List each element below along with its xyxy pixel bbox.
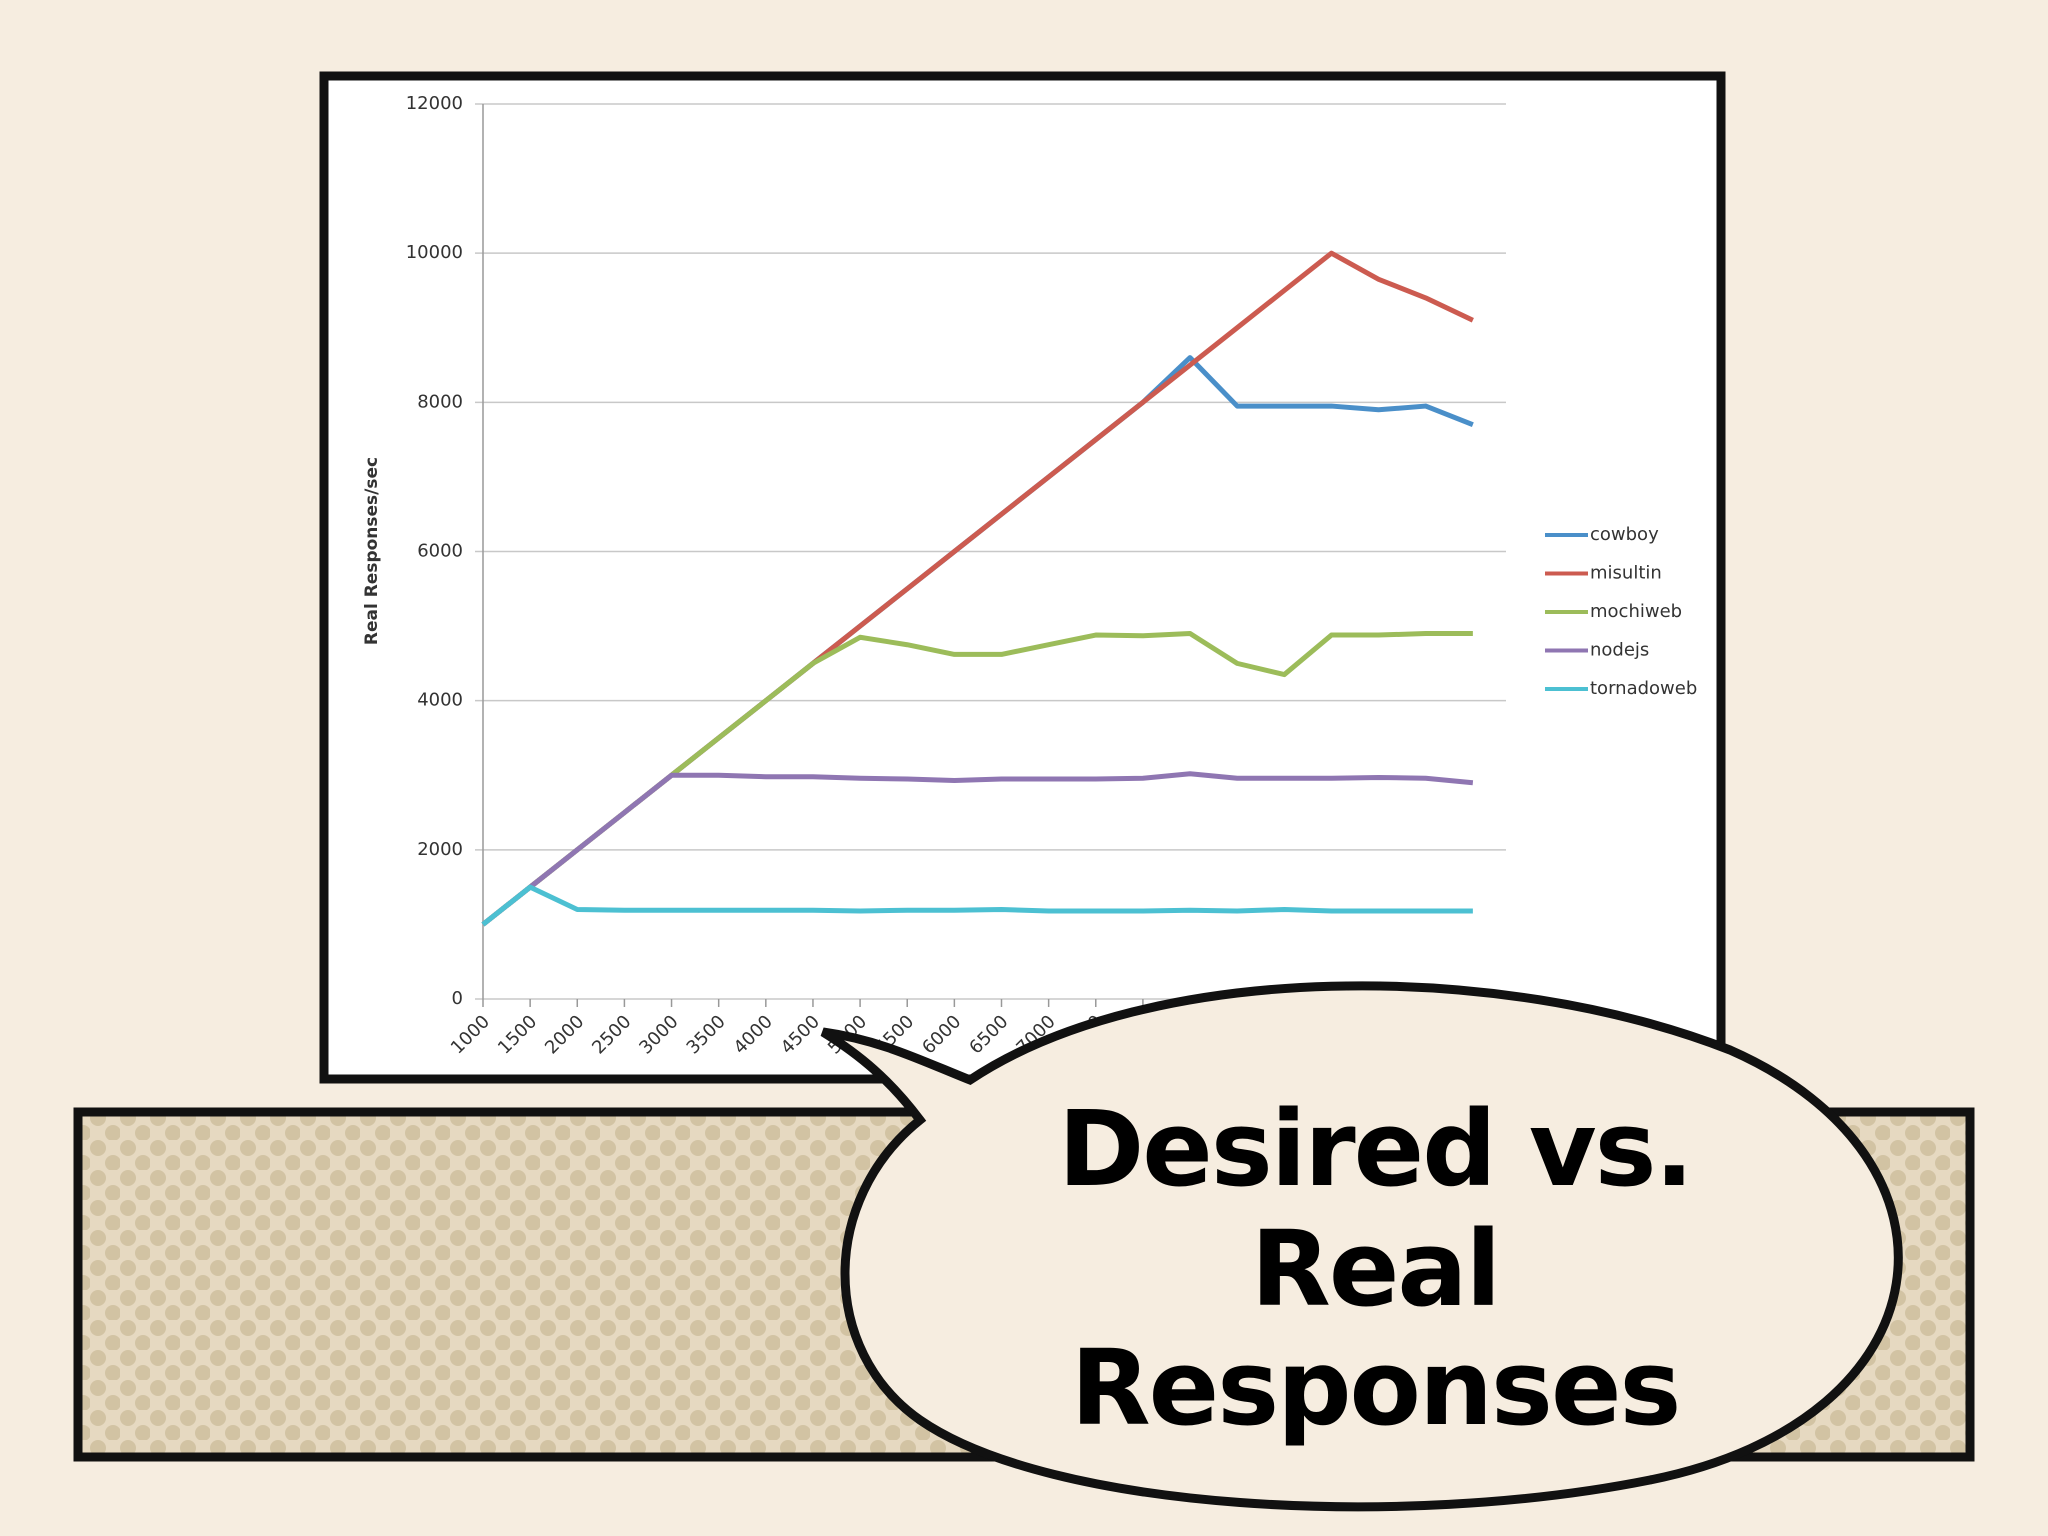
y-tick-label: 10000 [406,242,463,263]
legend-label: tornadoweb [1590,678,1697,699]
legend-label: nodejs [1590,640,1649,661]
speech-bubble [820,981,1903,1512]
y-tick-label: 12000 [406,93,463,114]
slide-title: Desired vs. Real Responses [1057,1088,1694,1450]
y-tick-label: 8000 [417,391,463,412]
y-tick-label: 0 [452,988,463,1009]
series-line [481,884,1473,927]
legend-label: misultin [1590,563,1662,584]
y-tick-label: 4000 [417,690,463,711]
legend-label: mochiweb [1590,601,1682,622]
legend-label: cowboy [1590,524,1659,545]
y-tick-label: 2000 [417,839,463,860]
series-line [481,771,1474,927]
y-tick-label: 6000 [417,541,463,562]
chart-frame [319,71,1726,1084]
y-axis-label: Real Responses/sec [362,457,382,645]
